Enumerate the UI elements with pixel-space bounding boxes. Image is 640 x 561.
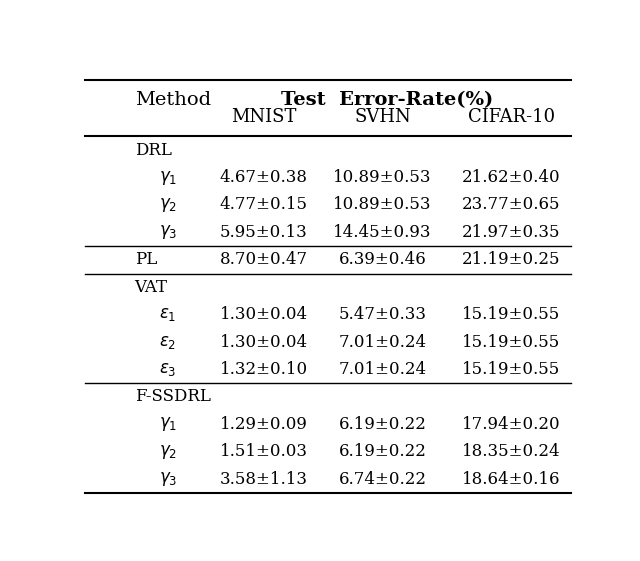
- Text: 6.19±0.22: 6.19±0.22: [339, 443, 426, 460]
- Text: 1.29±0.09: 1.29±0.09: [220, 416, 307, 433]
- Text: 6.74±0.22: 6.74±0.22: [339, 471, 427, 488]
- Text: 7.01±0.24: 7.01±0.24: [339, 361, 427, 378]
- Text: Method: Method: [134, 91, 211, 109]
- Text: 10.89±0.53: 10.89±0.53: [333, 169, 432, 186]
- Text: CIFAR-10: CIFAR-10: [468, 108, 555, 126]
- Text: $\gamma_2$: $\gamma_2$: [159, 196, 177, 214]
- Text: $\varepsilon_1$: $\varepsilon_1$: [159, 306, 177, 323]
- Text: 15.19±0.55: 15.19±0.55: [462, 361, 561, 378]
- Text: 1.32±0.10: 1.32±0.10: [220, 361, 308, 378]
- Text: 4.67±0.38: 4.67±0.38: [220, 169, 307, 186]
- Text: $\gamma_2$: $\gamma_2$: [159, 443, 177, 461]
- Text: $\gamma_1$: $\gamma_1$: [159, 168, 177, 187]
- Text: 6.19±0.22: 6.19±0.22: [339, 416, 426, 433]
- Text: $\varepsilon_2$: $\varepsilon_2$: [159, 334, 177, 351]
- Text: DRL: DRL: [134, 141, 172, 159]
- Text: 23.77±0.65: 23.77±0.65: [462, 196, 561, 214]
- Text: F-SSDRL: F-SSDRL: [134, 388, 211, 406]
- Text: $\varepsilon_3$: $\varepsilon_3$: [159, 361, 177, 378]
- Text: 15.19±0.55: 15.19±0.55: [462, 306, 561, 323]
- Text: PL: PL: [134, 251, 157, 268]
- Text: $\gamma_3$: $\gamma_3$: [159, 470, 178, 488]
- Text: 21.97±0.35: 21.97±0.35: [462, 224, 561, 241]
- Text: $\gamma_1$: $\gamma_1$: [159, 415, 177, 433]
- Text: 4.77±0.15: 4.77±0.15: [220, 196, 307, 214]
- Text: 10.89±0.53: 10.89±0.53: [333, 196, 432, 214]
- Text: $\gamma_3$: $\gamma_3$: [159, 223, 178, 241]
- Text: 18.64±0.16: 18.64±0.16: [462, 471, 561, 488]
- Text: 5.95±0.13: 5.95±0.13: [220, 224, 307, 241]
- Text: 21.62±0.40: 21.62±0.40: [462, 169, 561, 186]
- Text: 1.51±0.03: 1.51±0.03: [220, 443, 307, 460]
- Text: 3.58±1.13: 3.58±1.13: [220, 471, 307, 488]
- Text: VAT: VAT: [134, 279, 168, 296]
- Text: 17.94±0.20: 17.94±0.20: [462, 416, 561, 433]
- Text: 21.19±0.25: 21.19±0.25: [462, 251, 561, 268]
- Text: 7.01±0.24: 7.01±0.24: [339, 334, 427, 351]
- Text: 18.35±0.24: 18.35±0.24: [462, 443, 561, 460]
- Text: 15.19±0.55: 15.19±0.55: [462, 334, 561, 351]
- Text: 8.70±0.47: 8.70±0.47: [220, 251, 308, 268]
- Text: 1.30±0.04: 1.30±0.04: [220, 306, 308, 323]
- Text: 14.45±0.93: 14.45±0.93: [333, 224, 432, 241]
- Text: 1.30±0.04: 1.30±0.04: [220, 334, 308, 351]
- Text: 6.39±0.46: 6.39±0.46: [339, 251, 426, 268]
- Text: 5.47±0.33: 5.47±0.33: [339, 306, 427, 323]
- Text: Test  Error-Rate(%): Test Error-Rate(%): [282, 91, 493, 109]
- Text: MNIST: MNIST: [231, 108, 296, 126]
- Text: SVHN: SVHN: [354, 108, 411, 126]
